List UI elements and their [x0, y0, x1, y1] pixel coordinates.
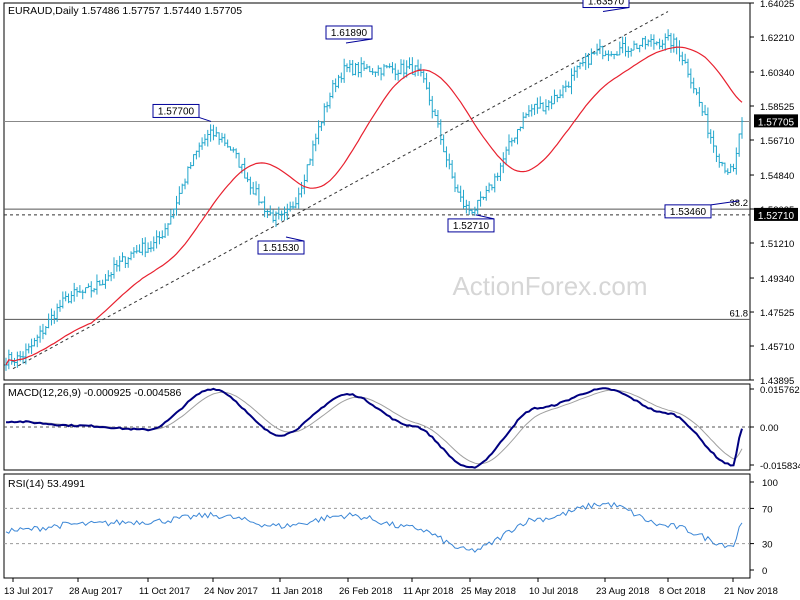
annotation-leader: [198, 116, 212, 122]
x-tick-label: 13 Jul 2017: [4, 586, 53, 597]
macd-line: [6, 387, 743, 469]
annotation-label: 1.61890: [331, 28, 368, 39]
annotation-box: [257, 240, 305, 255]
panel-frame-1: [3, 2, 751, 381]
moving-average-line: [5, 46, 743, 366]
y-tick-label: 1.47525: [760, 308, 794, 319]
chart-title: EURAUD,Daily 1.57486 1.57757 1.57440 1.5…: [8, 5, 242, 17]
y-tick-label: 1.43895: [760, 376, 794, 387]
y-tick-label: 1.56710: [760, 136, 794, 147]
y-tick-label: 1.60340: [760, 68, 794, 79]
annotation-1.57700: 1.57700: [152, 103, 212, 122]
annotation-1.53460: 1.53460: [664, 200, 740, 219]
trendline: [12, 11, 669, 370]
panel-frame-3: [3, 473, 751, 579]
annotation-1.51530: 1.51530: [257, 236, 305, 255]
annotation-leader: [345, 38, 373, 44]
annotation-1.61890: 1.61890: [325, 25, 373, 44]
macd-title: MACD(12,26,9) -0.000925 -0.004586: [8, 387, 182, 399]
watermark: ActionForex.com: [452, 271, 647, 301]
macd-y-tick-label: 0.015762: [760, 385, 800, 396]
annotation-box: [447, 218, 495, 233]
annotation-1.63570: 1.63570: [582, 0, 630, 13]
y-tick-label: 1.45710: [760, 342, 794, 353]
macd-y-tick-label: -0.015834: [760, 461, 800, 472]
rsi-y-tick-label: 0: [762, 566, 767, 577]
fib-label-61.8: 61.8: [730, 308, 749, 319]
rsi-panel: RSI(14) 53.4991 100 70 30 0: [4, 478, 778, 577]
price-panel: 38.2 61.8 1.57700 1.51530 1.61890 1.52710 1.63…: [4, 0, 750, 371]
price-bars: [4, 29, 744, 371]
rsi-y-tick-label: 30: [762, 540, 773, 551]
current-price-tag-box: [754, 114, 798, 128]
y-tick-label: 1.51210: [760, 239, 794, 250]
current-price-tag-text: 1.57705: [758, 117, 795, 128]
macd-panel: MACD(12,26,9) -0.000925 -0.004586 0.01576…: [4, 385, 800, 472]
rsi-line: [5, 501, 743, 553]
annotation-1.52710: 1.52710: [447, 214, 495, 233]
annotation-leader: [710, 200, 740, 206]
x-tick-label: 23 Aug 2018: [596, 586, 649, 597]
annotation-label: 1.53460: [670, 207, 707, 218]
support-level-tag-box: [754, 207, 798, 221]
annotation-box: [664, 204, 712, 219]
x-axis: 13 Jul 2017 28 Aug 2017 11 Oct 2017 24 Nov …: [4, 578, 778, 597]
x-tick-label: 26 Feb 2018: [339, 586, 392, 597]
x-tick-label: 21 Nov 2018: [724, 586, 778, 597]
fib-label-38.2: 38.2: [730, 198, 749, 209]
annotation-label: 1.51530: [263, 243, 300, 254]
x-tick-label: 25 May 2018: [461, 586, 516, 597]
annotation-label: 1.57700: [158, 106, 195, 117]
x-tick-label: 10 Jul 2018: [529, 586, 578, 597]
x-tick-label: 24 Nov 2017: [204, 586, 258, 597]
annotation-leader: [602, 7, 630, 13]
y-tick-label: 1.62210: [760, 33, 794, 44]
y-tick-label: 1.64025: [760, 0, 794, 10]
x-tick-label: 11 Apr 2018: [403, 586, 454, 597]
x-tick-label: 11 Jan 2018: [271, 586, 323, 597]
current-price-tag: 1.57705: [754, 114, 798, 128]
annotation-label: 1.63570: [588, 0, 625, 8]
y-tick-label: 1.49340: [760, 274, 794, 285]
x-tick-label: 28 Aug 2017: [69, 586, 122, 597]
rsi-y-tick-label: 100: [762, 478, 778, 489]
macd-y-tick-label: 0.00: [760, 423, 779, 434]
support-level-tag-text: 1.52710: [758, 211, 795, 222]
y-tick-label: 1.54840: [760, 171, 794, 182]
y-tick-label: 1.58525: [760, 102, 794, 113]
annotation-label: 1.52710: [453, 221, 490, 232]
annotation-box: [325, 25, 373, 40]
annotation-leader: [285, 236, 305, 242]
x-tick-label: 8 Oct 2018: [659, 586, 705, 597]
x-tick-label: 11 Oct 2017: [139, 586, 190, 597]
support-level-tag: 1.52710: [754, 207, 798, 222]
rsi-title: RSI(14) 53.4991: [8, 478, 85, 490]
annotation-leader: [475, 214, 495, 220]
price-y-axis: 1.64025 1.62210 1.60340 1.58525 1.56710 1.548…: [750, 0, 794, 387]
rsi-y-tick-label: 70: [762, 504, 773, 515]
annotation-box: [582, 0, 630, 9]
annotation-box: [152, 103, 200, 118]
